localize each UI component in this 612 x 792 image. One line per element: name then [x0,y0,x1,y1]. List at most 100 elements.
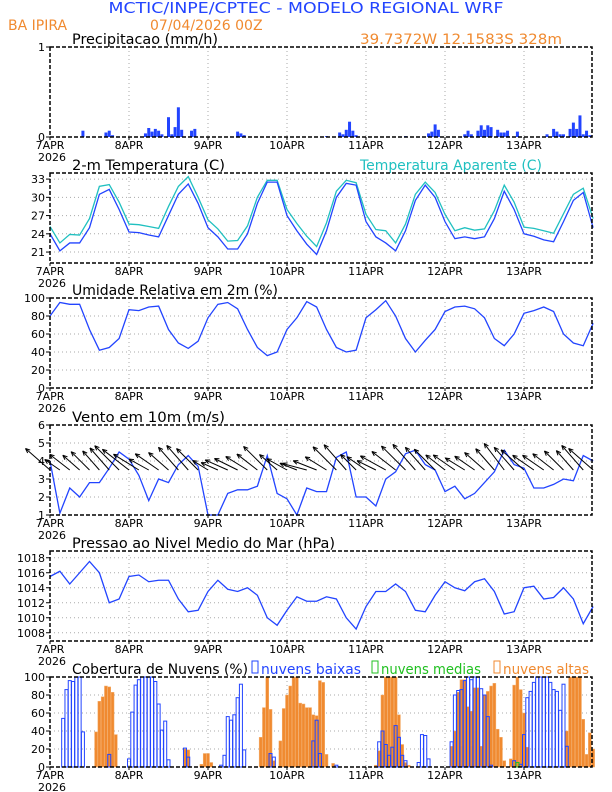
wind-arrow [82,450,100,471]
station-name: BA IPIRA [8,18,67,34]
y-tick-label: 100 [24,292,45,305]
wind-arrow-head [214,457,220,463]
wind-arrow [500,449,525,471]
precip-bar [581,134,585,137]
cloud-bar-high [321,682,325,768]
wind-arrow-head [157,446,164,453]
y-tick-label: 60 [31,328,45,341]
x-tick-label: 10APR [269,769,305,782]
cloud-bar-high [278,740,283,768]
wind-arrow [243,446,268,471]
plot-frame [49,297,593,389]
wind-arrow-head [82,450,88,456]
cloud-bar-high [305,707,309,768]
cloud-bar-low [107,753,112,768]
x-tick-label: 13APR [506,139,542,152]
x-tick-label: 9APR [194,643,223,656]
cloud-bar-high [97,701,102,768]
cloud-bar-low [64,689,69,768]
x-tick-label: 7APR [36,517,65,530]
wind-arrow-head [166,444,172,451]
wind-arrow-head [128,458,135,464]
cloud-bar-high [568,676,572,768]
wind-arrow-head [522,454,528,460]
wind-arrow-head [444,457,451,463]
precip-bar [157,130,161,137]
precip-bar [338,132,342,137]
cloud-bar-high [285,694,289,768]
legend-swatch [371,660,379,674]
legend-swatch [493,660,501,674]
wind-arrow [445,457,466,471]
cloud-bar-high [502,760,506,768]
x-year-label: 2026 [38,655,66,668]
cloud-bar-low [419,734,424,768]
precip-bar [427,133,431,137]
precip-bar [150,131,154,137]
cloud-bar-high [104,685,108,768]
precip-bar [575,128,579,137]
wind-arrow-head [323,444,329,450]
wind-arrow [266,458,288,471]
wind-arrow [192,460,209,471]
wind-arrow-head [259,454,265,460]
wind-arrow-head [176,448,182,454]
main-title: MCTIC/INPE/CPTEC - MODELO REGIONAL WRF [109,0,504,17]
precip-bar [555,131,559,137]
cloud-bar-high [387,676,391,768]
wind-arrow-head [62,454,68,460]
wind-arrow [413,448,436,471]
cloud-bar-high [288,685,293,768]
panel-title: Vento em 10m (m/s) [72,410,225,426]
x-tick-label: 9APR [194,265,223,278]
cloud-bar-low [71,681,76,768]
cloud-bar-high [489,685,493,768]
precip-bar [433,124,437,137]
wind-arrow [176,448,199,471]
y-tick-label: 0 [38,761,45,774]
wind-arrow-head [346,456,352,462]
y-tick-label: 6 [38,419,45,432]
cloud-bar-low [159,729,164,768]
cloud-bar-high [281,708,286,768]
wind-arrow-head [543,450,550,456]
y-tick-label: 100 [24,671,45,684]
x-tick-label: 11APR [348,769,384,782]
wind-arrow-head [134,453,141,459]
x-year-label: 2026 [38,529,66,542]
cloud-bar-low [146,676,151,768]
x-tick-label: 10APR [269,265,305,278]
cloud-bar-high [295,676,299,768]
cloud-bar-low [528,690,533,768]
y-tick-label: 3 [38,473,45,486]
y-tick-label: 27 [31,210,45,223]
wind-arrow [312,446,337,471]
panel-2: 0 20 40 60 80 100 Umidade Relativa em 2m (%) 7A… [24,283,594,415]
x-tick-label: 8APR [115,517,144,530]
y-tick-label: 30 [31,191,45,204]
x-tick-label: 13APR [506,517,542,530]
precip-bar [153,128,157,137]
cloud-bar-low [133,684,138,768]
precip-bar [81,130,85,137]
wind-arrow [464,452,485,471]
wind-arrow-head [282,462,288,468]
x-tick-label: 13APR [506,265,542,278]
cloud-bar-high [578,676,582,768]
precip-bar [515,131,519,137]
cloud-bar-low [229,719,234,768]
x-tick-label: 10APR [269,139,305,152]
wind-arrow [89,447,110,471]
precip-bar [167,117,170,137]
y-tick-label: 4 [38,455,45,468]
series-line-0 [49,560,594,631]
wind-arrow-head [304,456,311,462]
cloud-bar-high [591,748,595,768]
y-tick-label: 1016 [17,567,45,580]
wind-arrow-head [404,446,411,453]
y-tick-label: 20 [31,364,45,377]
cloud-bar-high [291,676,296,768]
cloud-bar-high [574,676,579,768]
panel-title: Umidade Relativa em 2m (%) [72,283,278,299]
cloud-bar-medium [515,762,520,768]
